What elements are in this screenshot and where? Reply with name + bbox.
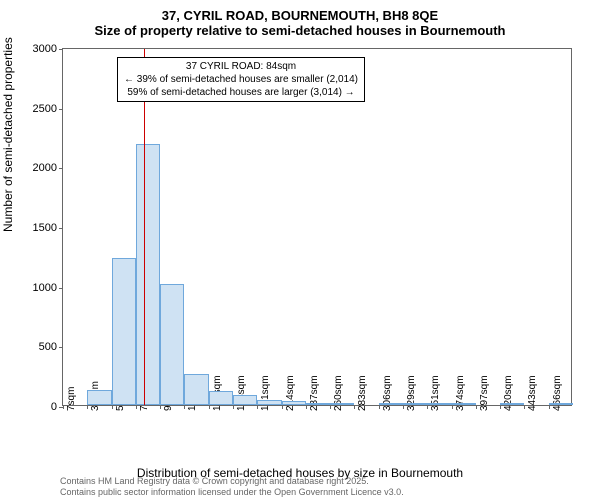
annotation-line3: 59% of semi-detached houses are larger (… <box>124 86 358 99</box>
x-tick-mark <box>427 405 428 409</box>
x-tick-mark <box>306 405 307 409</box>
x-tick-mark <box>257 405 258 409</box>
title-sub: Size of property relative to semi-detach… <box>0 23 600 38</box>
x-tick-label: 214sqm <box>285 375 296 411</box>
x-tick-label: 306sqm <box>382 375 393 411</box>
y-tick-mark <box>59 109 63 110</box>
y-tick-mark <box>59 228 63 229</box>
histogram-bar <box>112 258 136 405</box>
title-main: 37, CYRIL ROAD, BOURNEMOUTH, BH8 8QE <box>0 0 600 23</box>
x-tick-mark <box>160 405 161 409</box>
y-tick-mark <box>59 347 63 348</box>
y-tick-mark <box>59 288 63 289</box>
x-tick-label: 7sqm <box>66 387 77 411</box>
histogram-bar <box>233 395 257 405</box>
histogram-bar <box>87 390 111 406</box>
x-tick-mark <box>524 405 525 409</box>
x-tick-mark <box>184 405 185 409</box>
y-tick-mark <box>59 49 63 50</box>
reference-line <box>144 49 145 405</box>
histogram-bar <box>136 144 160 405</box>
x-tick-mark <box>452 405 453 409</box>
x-tick-label: 329sqm <box>406 375 417 411</box>
histogram-bar <box>452 403 476 405</box>
x-tick-mark <box>233 405 234 409</box>
x-tick-mark <box>403 405 404 409</box>
chart-area: 0500100015002000250030007sqm30sqm53sqm76… <box>62 48 572 406</box>
histogram-bar <box>403 403 427 405</box>
footer-line1: Contains HM Land Registry data © Crown c… <box>60 476 404 487</box>
x-tick-label: 237sqm <box>309 375 320 411</box>
x-tick-label: 420sqm <box>503 375 514 411</box>
x-tick-mark <box>354 405 355 409</box>
histogram-bar <box>549 403 573 405</box>
y-tick-mark <box>59 168 63 169</box>
annotation-line2: ← 39% of semi-detached houses are smalle… <box>124 73 358 86</box>
histogram-bar <box>282 401 306 405</box>
x-tick-mark <box>209 405 210 409</box>
x-tick-label: 283sqm <box>357 375 368 411</box>
x-tick-label: 466sqm <box>552 375 563 411</box>
histogram-bar <box>306 403 330 405</box>
x-tick-mark <box>330 405 331 409</box>
x-tick-mark <box>476 405 477 409</box>
histogram-bar <box>379 403 403 405</box>
x-tick-mark <box>500 405 501 409</box>
x-tick-label: 443sqm <box>527 375 538 411</box>
x-tick-mark <box>282 405 283 409</box>
footer-attribution: Contains HM Land Registry data © Crown c… <box>60 476 404 498</box>
x-tick-label: 191sqm <box>260 375 271 411</box>
x-tick-mark <box>549 405 550 409</box>
histogram-bar <box>427 403 451 405</box>
x-tick-mark <box>112 405 113 409</box>
histogram-bar <box>330 403 354 405</box>
x-tick-mark <box>87 405 88 409</box>
x-tick-label: 397sqm <box>479 375 490 411</box>
histogram-bar <box>160 284 184 405</box>
y-axis-label: Number of semi-detached properties <box>1 37 15 232</box>
x-tick-mark <box>379 405 380 409</box>
x-tick-label: 374sqm <box>455 375 466 411</box>
annotation-box: 37 CYRIL ROAD: 84sqm← 39% of semi-detach… <box>117 57 365 102</box>
x-tick-label: 260sqm <box>333 375 344 411</box>
x-tick-label: 168sqm <box>236 375 247 411</box>
footer-line2: Contains public sector information licen… <box>60 487 404 498</box>
x-tick-label: 351sqm <box>430 375 441 411</box>
x-tick-mark <box>136 405 137 409</box>
annotation-line1: 37 CYRIL ROAD: 84sqm <box>124 60 358 73</box>
x-tick-mark <box>63 405 64 409</box>
histogram-bar <box>500 403 524 405</box>
histogram-bar <box>184 374 208 405</box>
histogram-bar <box>257 400 281 405</box>
histogram-bar <box>209 391 233 405</box>
